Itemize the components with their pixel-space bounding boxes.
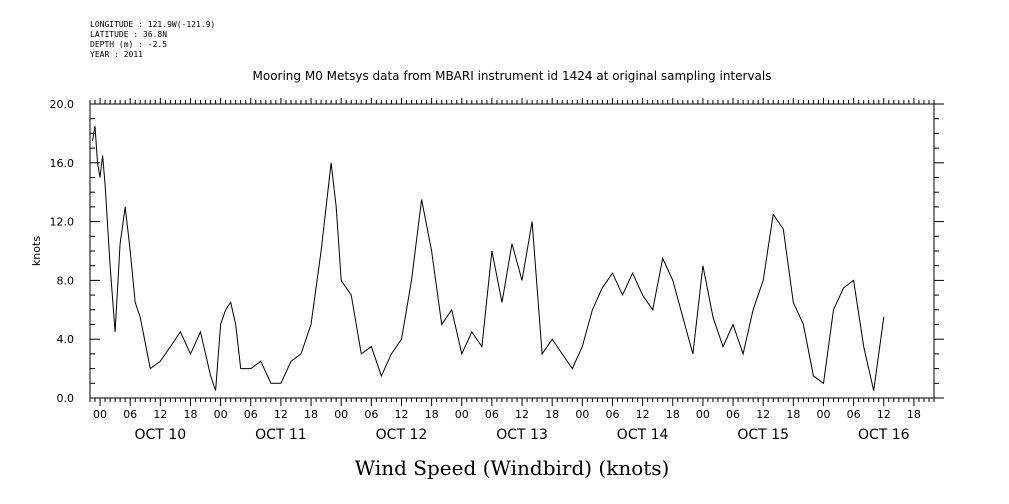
chart-title: Mooring M0 Metsys data from MBARI instru… bbox=[253, 69, 772, 83]
x-hour-label: 00 bbox=[455, 408, 469, 421]
wind-speed-line bbox=[92, 126, 885, 391]
x-hour-label: 12 bbox=[756, 408, 770, 421]
x-axis: 00 06 12 18 00 06 12 18 00 06 12 18 00 06 12 18 00 06 12 18… bbox=[89, 98, 935, 443]
x-hour-label: 06 bbox=[244, 408, 258, 421]
x-axis-label: Wind Speed (Windbird) (knots) bbox=[355, 456, 670, 480]
x-day-label: OCT 16 bbox=[858, 427, 910, 443]
x-hour-label: 00 bbox=[93, 408, 107, 421]
x-hour-label: 12 bbox=[877, 408, 891, 421]
x-day-label: OCT 10 bbox=[135, 427, 187, 443]
x-hour-label: 18 bbox=[666, 408, 680, 421]
y-axis-label: knots bbox=[30, 236, 43, 266]
x-hour-label: 06 bbox=[726, 408, 740, 421]
x-hour-label: 06 bbox=[847, 408, 861, 421]
x-hour-label: 06 bbox=[364, 408, 378, 421]
x-hour-label: 18 bbox=[786, 408, 800, 421]
y-tick-label: 0.0 bbox=[57, 392, 75, 405]
metadata-block: LONGITUDE : 121.9W(-121.9) LATITUDE : 36… bbox=[90, 20, 215, 60]
plot-frame bbox=[89, 103, 935, 399]
x-hour-label: 18 bbox=[183, 408, 197, 421]
year-text: YEAR : 2011 bbox=[90, 50, 143, 59]
series-layer bbox=[92, 126, 885, 391]
latitude-text: LATITUDE : 36.8N bbox=[90, 30, 168, 39]
x-hour-label: 18 bbox=[907, 408, 921, 421]
y-tick-label: 4.0 bbox=[57, 333, 75, 346]
x-hour-label: 12 bbox=[636, 408, 650, 421]
x-day-label: OCT 11 bbox=[255, 427, 307, 443]
x-hour-label: 12 bbox=[394, 408, 408, 421]
y-tick-label: 20.0 bbox=[50, 98, 75, 111]
x-day-label: OCT 12 bbox=[376, 427, 428, 443]
y-axis: 0.0 4.0 8.0 12.0 16.0 20.0 bbox=[50, 98, 944, 405]
x-hour-label: 06 bbox=[485, 408, 499, 421]
y-tick-label: 8.0 bbox=[57, 274, 75, 287]
longitude-text: LONGITUDE : 121.9W(-121.9) bbox=[90, 20, 216, 29]
x-hour-label: 12 bbox=[515, 408, 529, 421]
x-day-label: OCT 14 bbox=[617, 427, 669, 443]
x-hour-label: 00 bbox=[214, 408, 228, 421]
y-tick-label: 16.0 bbox=[50, 157, 75, 170]
x-hour-label: 12 bbox=[153, 408, 167, 421]
x-day-label: OCT 13 bbox=[496, 427, 548, 443]
x-hour-label: 00 bbox=[696, 408, 710, 421]
x-hour-label: 06 bbox=[123, 408, 137, 421]
x-hour-label: 00 bbox=[334, 408, 348, 421]
y-tick-label: 12.0 bbox=[50, 216, 75, 229]
x-hour-label: 18 bbox=[304, 408, 318, 421]
x-hour-label: 18 bbox=[425, 408, 439, 421]
depth-text: DEPTH (m) : -2.5 bbox=[90, 40, 168, 49]
x-hour-label: 00 bbox=[575, 408, 589, 421]
x-day-label: OCT 15 bbox=[737, 427, 789, 443]
x-hour-label: 06 bbox=[605, 408, 619, 421]
x-hour-label: 00 bbox=[816, 408, 830, 421]
x-hour-label: 18 bbox=[545, 408, 559, 421]
x-hour-label: 12 bbox=[274, 408, 288, 421]
